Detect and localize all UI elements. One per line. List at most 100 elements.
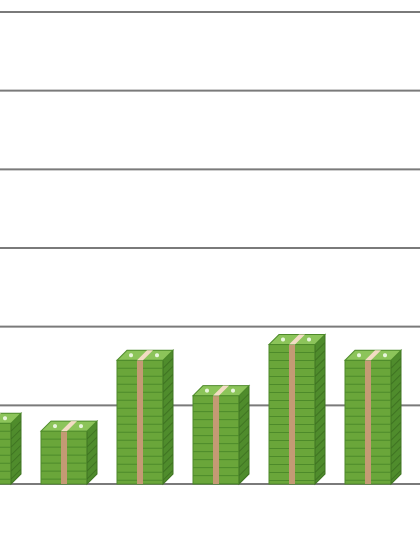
bill-edge-side	[162, 421, 174, 433]
band-top	[365, 350, 381, 361]
bill-edge-side	[314, 430, 326, 441]
bill-edge-side	[314, 390, 326, 401]
bill-edge-side	[390, 381, 402, 393]
bill-edge-side	[162, 453, 174, 465]
money-stack	[343, 349, 403, 486]
bill-edge-side	[238, 433, 250, 445]
bill-edge-side	[162, 469, 174, 481]
money-stack	[115, 349, 175, 486]
band	[365, 360, 371, 484]
bill-edge-side	[238, 441, 250, 453]
bill-edge-side	[390, 357, 402, 369]
bill-edge-side	[10, 420, 22, 432]
bill-edge-side	[390, 421, 402, 433]
bill-edge-side	[86, 436, 98, 448]
bill-edge-side	[162, 461, 174, 473]
bill-edge-side	[86, 468, 98, 480]
bill-edge-side	[162, 397, 174, 409]
bill-edge-side	[86, 428, 98, 440]
bill-edge-side	[10, 452, 22, 464]
bill-edge-side	[390, 437, 402, 449]
stack-top	[0, 412, 23, 424]
bill-dot	[155, 353, 159, 358]
bill-edge-side	[390, 461, 402, 473]
bill-dot	[231, 388, 235, 393]
bill-edge-side	[162, 445, 174, 457]
stack-side	[10, 411, 22, 486]
bill-edge-side	[314, 350, 326, 361]
band-top	[61, 421, 77, 432]
bill-edge-side	[162, 365, 174, 377]
bill-edge-side	[10, 444, 22, 456]
bill-edge-side	[162, 357, 174, 369]
bill-edge-side	[162, 429, 174, 441]
bill-edge-side	[238, 473, 250, 485]
bill-edge-side	[238, 425, 250, 437]
bill-edge-side	[314, 398, 326, 409]
bill-edge-side	[162, 405, 174, 417]
money-stack	[267, 333, 327, 486]
bill-edge-side	[238, 457, 250, 469]
bill-edge-side	[86, 444, 98, 456]
bill-edge-side	[86, 452, 98, 464]
band	[213, 395, 219, 484]
stack-side	[314, 333, 326, 486]
band-top	[0, 413, 1, 415]
bill-edge-side	[162, 381, 174, 393]
bill-edge-side	[238, 401, 250, 413]
bill-edge-side	[314, 406, 326, 417]
bill-edge-side	[86, 460, 98, 472]
bill-edge-side	[390, 469, 402, 481]
bill-edge-side	[314, 382, 326, 393]
bill-edge-side	[390, 429, 402, 441]
bill-edge-side	[314, 358, 326, 369]
bill-dot	[307, 337, 311, 342]
bill-edge-side	[314, 422, 326, 433]
bill-edge-side	[162, 389, 174, 401]
bill-edge-side	[314, 462, 326, 473]
bill-dot	[129, 353, 133, 358]
bill-dot	[357, 353, 361, 358]
bill-edge-side	[314, 414, 326, 425]
stack-front	[0, 422, 12, 485]
bill-edge-side	[238, 393, 250, 405]
bill-edge-side	[162, 413, 174, 425]
bill-edge-side	[390, 453, 402, 465]
bill-dot	[53, 424, 57, 429]
bill-edge-side	[390, 389, 402, 401]
bill-dot	[383, 353, 387, 358]
bill-edge-side	[390, 445, 402, 457]
bill-dot	[281, 337, 285, 342]
bill-edge-side	[314, 446, 326, 457]
band	[289, 344, 295, 484]
bill-edge-side	[390, 405, 402, 417]
bill-edge-side	[238, 465, 250, 477]
bill-edge-side	[314, 438, 326, 449]
money-stack	[0, 411, 23, 486]
bill-edge-side	[314, 470, 326, 481]
bill-edge-side	[10, 468, 22, 480]
bill-edge-side	[314, 366, 326, 377]
bill-edge-side	[390, 397, 402, 409]
bill-edge-side	[238, 409, 250, 421]
money-stack	[39, 419, 99, 486]
band	[137, 360, 143, 484]
band-top	[289, 334, 305, 345]
bill-edge-side	[10, 460, 22, 472]
bill-edge-side	[390, 413, 402, 425]
bill-edge-side	[314, 342, 326, 353]
bill-dot	[3, 416, 7, 421]
bill-dot	[79, 424, 83, 429]
bill-edge-side	[314, 454, 326, 465]
bill-edge-side	[314, 374, 326, 385]
bill-edge-side	[390, 373, 402, 385]
bill-edge-side	[238, 449, 250, 461]
bill-dot	[205, 388, 209, 393]
band-top	[137, 350, 153, 361]
money-stack	[191, 384, 251, 486]
band	[61, 431, 67, 484]
bill-edge-side	[10, 436, 22, 448]
band-top	[213, 385, 229, 396]
